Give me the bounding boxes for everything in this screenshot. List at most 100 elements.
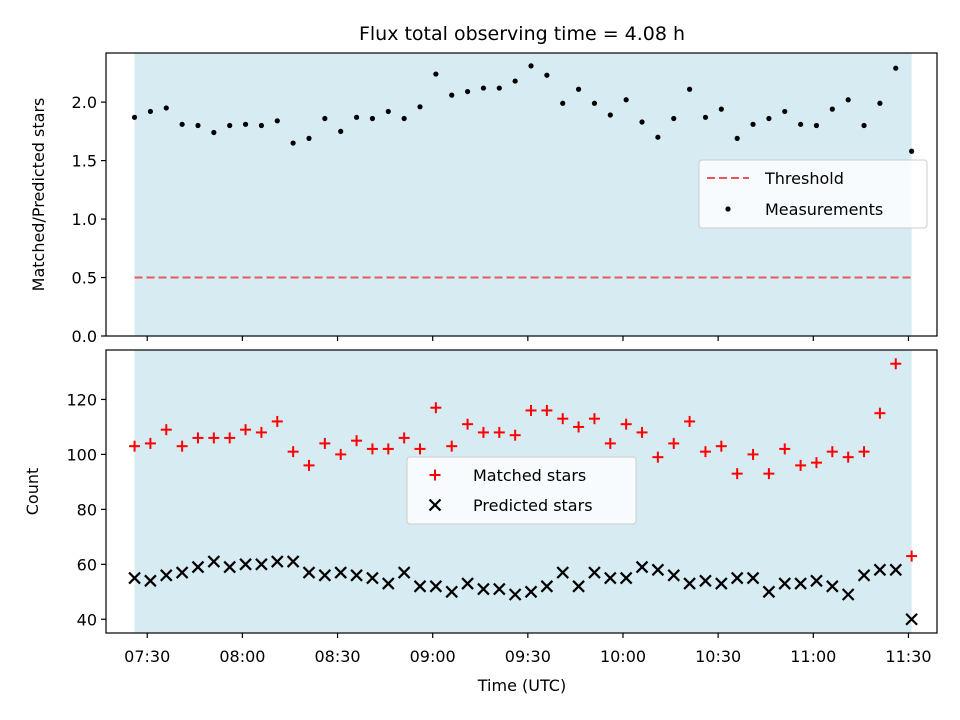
measurement-point — [464, 88, 471, 95]
measurement-point — [211, 129, 217, 136]
x-tick-label: 09:30 — [505, 647, 551, 666]
predicted-star-point — [382, 577, 395, 590]
legend-x-marker — [428, 498, 442, 512]
count-y-tick-label: 40 — [77, 610, 97, 629]
ratio-y-tick-label: 1.5 — [72, 152, 97, 171]
matched-star-point — [699, 446, 711, 458]
count-legend: Matched stars Predicted stars — [406, 456, 637, 525]
matched-star-point — [874, 407, 886, 419]
predicted-star-point — [334, 566, 347, 579]
predicted-star-point — [540, 580, 554, 593]
matched-star-point — [303, 459, 315, 471]
predicted-star-point — [746, 571, 760, 585]
measurement-point — [242, 121, 249, 127]
predicted-star-point — [128, 571, 141, 585]
x-tick-label: 07:30 — [124, 647, 170, 666]
x-axis-label: Time (UTC) — [477, 676, 566, 695]
measurement-point — [607, 112, 613, 118]
measurement-point — [560, 100, 566, 106]
predicted-stars-points — [128, 555, 918, 626]
matched-star-point — [604, 437, 616, 449]
measurement-points — [131, 63, 915, 154]
measurement-point — [718, 106, 724, 112]
predicted-star-point — [302, 566, 316, 579]
predicted-star-point — [857, 569, 871, 582]
predicted-star-point — [889, 563, 903, 577]
predicted-star-point — [524, 585, 538, 599]
predicted-star-point — [873, 563, 887, 577]
measurement-point — [782, 108, 788, 115]
matched-star-point — [398, 432, 410, 444]
matched-star-point — [906, 550, 918, 562]
legend-measurements-label: Measurements — [765, 200, 883, 219]
ratio-x-axis-ticks — [146, 336, 910, 341]
measurement-point — [877, 100, 883, 106]
predicted-star-point — [477, 582, 490, 596]
count-x-axis-ticks: 07:30 08:00 08:30 09:00 09:30 10:00 10:30 11:00… — [124, 633, 932, 666]
x-tick-label: 11:00 — [790, 647, 836, 666]
measurement-point — [845, 97, 851, 103]
ratio-panel: 0.00.51.01.52.0 Matched/Predicted stars … — [29, 52, 938, 346]
matched-star-point — [763, 468, 775, 480]
predicted-star-point — [175, 566, 189, 579]
count-y-tick-label: 100 — [66, 445, 97, 464]
matched-star-point — [192, 432, 204, 444]
predicted-star-point — [207, 555, 221, 568]
legend-plus-marker — [429, 469, 441, 481]
matched-star-point — [176, 440, 188, 452]
predicted-star-point — [445, 585, 458, 599]
measurement-point — [591, 100, 598, 106]
matched-star-point — [557, 413, 569, 425]
predicted-star-point — [556, 566, 570, 579]
measurement-point — [639, 119, 645, 125]
predicted-star-point — [508, 588, 522, 601]
legend-threshold-label: Threshold — [764, 169, 844, 188]
predicted-star-point — [144, 574, 157, 588]
predicted-star-point — [619, 571, 633, 585]
measurement-point — [290, 140, 296, 146]
measurement-point — [861, 122, 867, 129]
count-panel: 40 60 80 100 120 07:30 08:00 08:30 09:00 09:30 10… — [23, 349, 938, 695]
matched-star-point — [684, 415, 696, 427]
ratio-y-tick-label: 0.5 — [72, 269, 97, 288]
count-y-tick-label: 120 — [66, 390, 97, 409]
predicted-star-point — [905, 612, 918, 626]
measurement-point — [258, 122, 265, 129]
predicted-star-point — [604, 571, 617, 585]
predicted-star-point — [286, 555, 300, 568]
measurement-point — [893, 65, 899, 71]
matched-star-point — [715, 440, 727, 452]
predicted-star-point — [191, 560, 205, 574]
measurement-point — [687, 86, 693, 92]
matched-star-point — [271, 415, 283, 427]
predicted-star-point — [794, 577, 807, 590]
x-tick-label: 11:30 — [885, 647, 931, 666]
matched-star-point — [509, 429, 521, 441]
matched-star-point — [588, 413, 600, 425]
measurement-point — [179, 121, 185, 127]
measurement-point — [798, 121, 804, 127]
measurement-point — [544, 72, 550, 78]
measurement-point — [322, 115, 328, 122]
matched-star-point — [351, 435, 363, 447]
matched-star-point — [668, 437, 680, 449]
x-tick-label: 08:00 — [219, 647, 265, 666]
measurement-point — [909, 148, 915, 154]
predicted-star-point — [397, 566, 411, 579]
measurement-point — [195, 122, 201, 129]
predicted-star-point — [493, 582, 506, 596]
measurement-point — [306, 135, 312, 141]
ratio-y-axis-label: Matched/Predicted stars — [29, 98, 48, 292]
x-tick-label: 08:30 — [314, 647, 360, 666]
predicted-star-point — [239, 558, 252, 571]
predicted-star-point — [810, 574, 823, 588]
ratio-y-tick-label: 2.0 — [72, 93, 97, 112]
predicted-star-point — [159, 569, 173, 582]
predicted-star-point — [588, 566, 601, 579]
count-y-axis-label: Count — [23, 468, 42, 516]
predicted-star-point — [572, 580, 585, 593]
predicted-star-point — [366, 571, 379, 585]
predicted-star-point — [730, 571, 744, 585]
matched-star-point — [144, 437, 156, 449]
